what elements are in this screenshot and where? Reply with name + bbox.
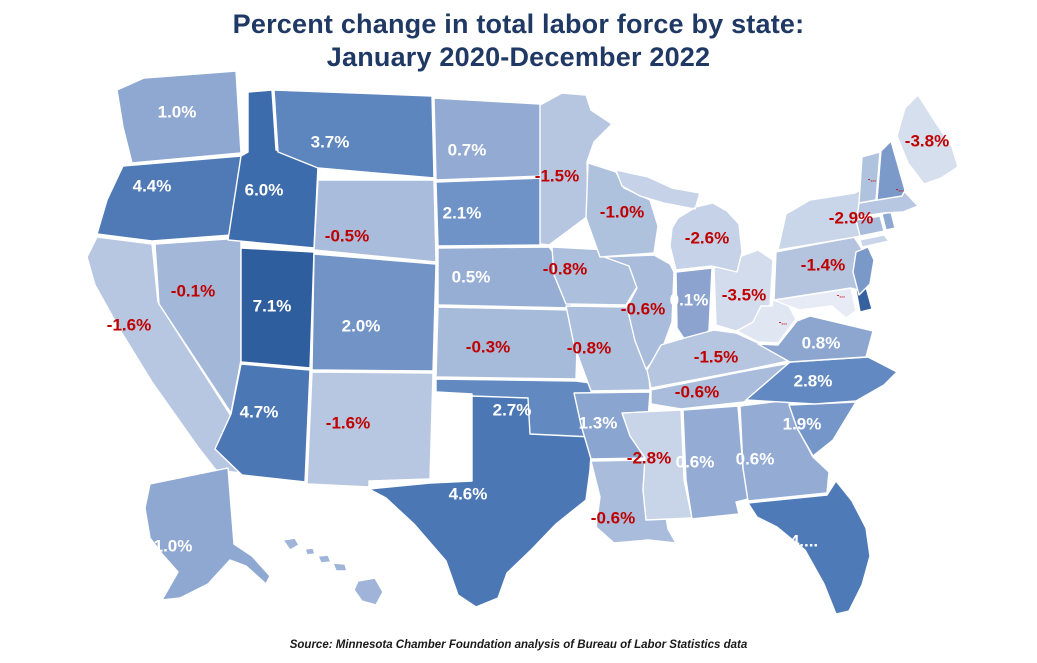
label-iowa: -0.8%: [543, 260, 587, 279]
state-arizona: [214, 363, 311, 483]
chart-title-line2: January 2020-December 2022: [326, 42, 711, 72]
label-nevada: -0.1%: [171, 282, 215, 301]
label-kentucky: -1.5%: [694, 348, 738, 367]
state-north-dakota: [433, 97, 545, 181]
state-montana: [273, 89, 435, 179]
label-wisconsin: -1.0%: [600, 203, 644, 222]
label-vermont: -...: [868, 177, 876, 184]
state-new-hampshire: [876, 140, 906, 201]
source-note: Source: Minnesota Chamber Foundation ana…: [289, 639, 748, 651]
state-alabama: [682, 405, 749, 520]
label-washington: 1.0%: [158, 103, 197, 122]
label-kansas: -0.3%: [466, 338, 510, 357]
label-nebraska: 0.5%: [452, 268, 491, 287]
state-wyoming: [313, 179, 437, 263]
label-missouri: -0.8%: [567, 339, 611, 358]
state-virginia: [757, 315, 874, 363]
label-maryland: -...: [837, 293, 845, 300]
label-south-carolina: 1.9%: [783, 415, 822, 434]
label-louisiana: -0.6%: [591, 509, 635, 528]
state-utah: [240, 247, 315, 369]
label-alabama: 0.6%: [676, 453, 715, 472]
label-wyoming: -0.5%: [325, 227, 369, 246]
label-texas: 4.6%: [449, 485, 488, 504]
label-michigan: -2.6%: [685, 229, 729, 248]
label-ohio: -3.5%: [722, 286, 766, 305]
label-pennsylvania: -1.4%: [801, 256, 845, 275]
state-florida: [747, 480, 871, 615]
state-vermont: [858, 151, 881, 204]
label-south-dakota: 2.1%: [443, 204, 482, 223]
label-california: -1.6%: [107, 316, 151, 335]
label-illinois: -0.6%: [621, 300, 665, 319]
state-kentucky: [646, 329, 789, 389]
state-mississippi: [621, 409, 693, 521]
state-rhode-island: [881, 211, 896, 231]
label-oregon: 4.4%: [133, 177, 172, 196]
label-montana: 3.7%: [311, 133, 350, 152]
label-new-york: -2.9%: [829, 209, 873, 228]
state-maine: [896, 94, 959, 185]
chart-title: Percent change in total labor force by s…: [0, 8, 1037, 74]
state-colorado: [311, 253, 437, 372]
state-tennessee: [650, 362, 791, 410]
label-north-dakota: 0.7%: [448, 141, 487, 160]
label-idaho: 6.0%: [245, 181, 284, 200]
state-minnesota: [539, 92, 613, 246]
state-michigan: [615, 169, 743, 273]
label-maine: -3.8%: [905, 132, 949, 151]
label-minnesota: -1.5%: [535, 167, 579, 186]
label-utah: 7.1%: [253, 297, 292, 316]
label-new-hampshire: -...: [896, 187, 904, 194]
label-new-mexico: -1.6%: [326, 414, 370, 433]
state-connecticut: [855, 215, 885, 237]
label-mississippi: -2.8%: [627, 449, 671, 468]
label-colorado: 2.0%: [342, 317, 381, 336]
state-new-jersey: [852, 246, 875, 296]
state-new-mexico: [306, 371, 434, 488]
label-west-virginia: -...: [779, 320, 787, 327]
chart-title-line1: Percent change in total labor force by s…: [232, 9, 805, 39]
label-oklahoma: 2.7%: [493, 401, 532, 420]
label-tennessee: -0.6%: [675, 383, 719, 402]
label-north-carolina: 2.8%: [794, 372, 833, 391]
label-alaska: 1.0%: [154, 537, 193, 556]
state-washington: [116, 70, 242, 164]
label-indiana: 0.1%: [670, 291, 709, 310]
label-arizona: 4.7%: [240, 403, 279, 422]
state-hawaii: [282, 537, 384, 606]
state-oregon: [96, 155, 246, 242]
state-maryland: [773, 287, 857, 319]
label-georgia: 0.6%: [736, 450, 775, 469]
label-arkansas: 1.3%: [579, 414, 618, 433]
label-florida: 4....: [790, 532, 818, 551]
label-virginia: 0.8%: [802, 334, 841, 353]
state-alaska: [144, 467, 271, 601]
